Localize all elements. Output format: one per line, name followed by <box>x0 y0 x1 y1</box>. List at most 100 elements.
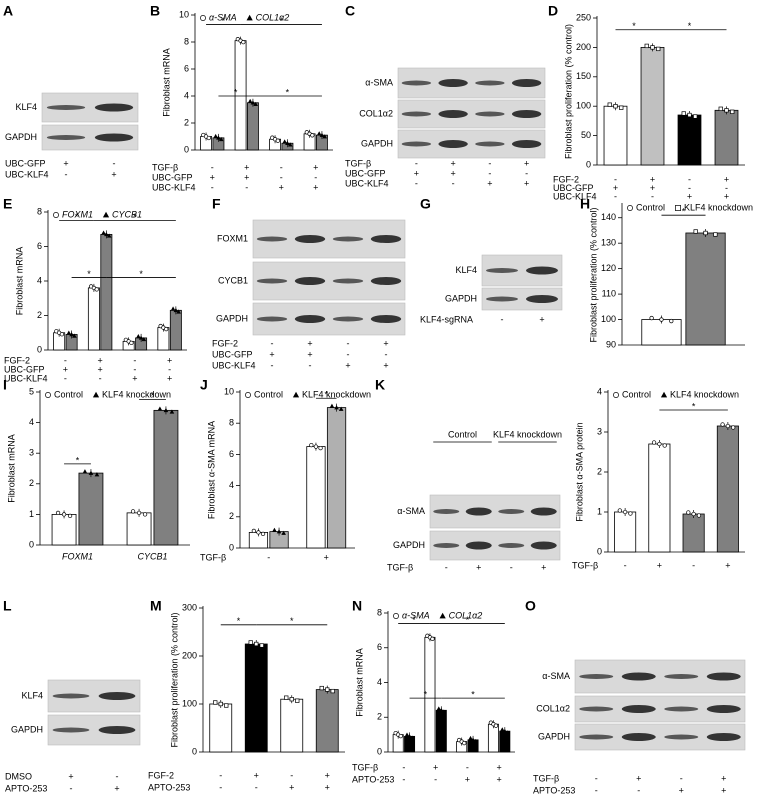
condition-label: UBC-KLF4 <box>5 169 49 179</box>
bar <box>716 425 739 553</box>
y-tick-label: 1 <box>29 509 34 519</box>
condition-label: UBC-KLF4 <box>212 360 256 370</box>
blot-band <box>706 705 741 713</box>
panel-letter: C <box>345 3 355 19</box>
condition-sign: + <box>210 172 215 182</box>
replicate-point <box>213 133 218 139</box>
y-tick-label: 250 <box>576 12 591 22</box>
replicate-point <box>141 337 147 342</box>
bar <box>685 232 726 346</box>
condition-sign: + <box>687 191 692 201</box>
blot-band <box>530 541 557 550</box>
blot-band <box>256 278 288 284</box>
y-tick-label: 6 <box>37 241 42 251</box>
replicate-point <box>687 112 692 118</box>
blot-band <box>579 706 614 712</box>
replicate-point <box>703 230 708 236</box>
replicate-point <box>66 330 72 335</box>
condition-sign: - <box>116 771 119 781</box>
bar <box>78 472 104 546</box>
significance-star: * <box>234 87 238 97</box>
condition-sign: + <box>539 314 544 324</box>
condition-sign: + <box>244 162 249 172</box>
condition-sign: - <box>688 183 691 193</box>
panel-letter: L <box>3 598 12 614</box>
condition-label: APTO-253 <box>148 782 190 792</box>
condition-sign: - <box>637 785 640 795</box>
y-tick-label: 3 <box>597 426 602 436</box>
bar <box>315 689 339 753</box>
blot-band <box>706 733 741 741</box>
condition-label: KLF4-sgRNA <box>420 314 473 324</box>
replicate-point <box>691 511 696 517</box>
condition-sign: + <box>324 552 329 562</box>
x-tick-label: FOXM1 <box>62 551 93 561</box>
replicate-point <box>282 139 287 144</box>
replicate-point <box>310 133 315 138</box>
condition-sign: + <box>63 364 68 374</box>
replicate-point <box>313 444 319 449</box>
condition-sign: - <box>280 162 283 172</box>
replicate-point <box>170 306 176 311</box>
replicate-point <box>436 706 442 711</box>
condition-sign: - <box>501 314 504 324</box>
condition-sign: + <box>465 774 470 784</box>
condition-sign: + <box>269 349 274 359</box>
blot-band <box>475 80 505 86</box>
condition-sign: - <box>309 360 312 370</box>
bar <box>87 287 100 351</box>
y-tick-label: 200 <box>576 42 591 52</box>
blot-band <box>433 509 460 514</box>
blot-band <box>98 726 136 734</box>
y-tick-label: 10 <box>224 386 234 396</box>
replicate-point <box>338 406 344 411</box>
legend-marker <box>675 205 681 211</box>
replicate-point <box>693 229 698 234</box>
significance-star: * <box>682 207 686 217</box>
group-header: KLF4 knockdown <box>493 429 562 439</box>
band-label: GAPDH <box>538 731 570 741</box>
replicate-point <box>622 509 628 515</box>
blot-band <box>294 315 326 323</box>
significance-star: * <box>424 690 428 700</box>
replicate-point <box>493 723 499 728</box>
condition-label: UBC-KLF4 <box>553 191 597 201</box>
replicate-point <box>318 445 323 451</box>
y-axis-label: Fibroblast proliferation (% control) <box>169 612 179 747</box>
condition-sign: - <box>725 183 728 193</box>
y-tick-label: 0 <box>192 746 197 756</box>
panel-letter: E <box>3 196 12 212</box>
condition-sign: + <box>97 355 102 365</box>
significance-star: * <box>151 391 155 401</box>
replicate-point <box>693 114 698 119</box>
bar <box>603 105 628 166</box>
condition-label: TGF-β <box>345 158 371 168</box>
replicate-point <box>213 700 218 705</box>
condition-sign: - <box>525 168 528 178</box>
condition-sign: + <box>650 183 655 193</box>
band-label: KLF4 <box>455 265 477 275</box>
panel-letter: N <box>352 598 362 614</box>
replicate-point <box>88 470 94 475</box>
band-label: α-SMA <box>542 671 570 681</box>
y-tick-label: 0 <box>37 344 42 354</box>
blot-band <box>46 105 86 110</box>
bar <box>648 443 671 553</box>
condition-sign: + <box>476 562 481 572</box>
blot-band <box>526 295 558 303</box>
replicate-point <box>216 135 221 140</box>
condition-label: UBC-GFP <box>152 172 193 182</box>
condition-sign: - <box>271 360 274 370</box>
condition-sign: + <box>63 158 68 168</box>
y-tick-label: 10 <box>179 9 189 19</box>
blot-band <box>332 236 364 242</box>
replicate-point <box>730 109 735 114</box>
replicate-point <box>659 317 664 322</box>
replicate-point <box>72 333 77 338</box>
replicate-point <box>430 636 435 641</box>
replicate-point <box>169 409 175 414</box>
replicate-point <box>681 111 686 116</box>
condition-sign: - <box>466 762 469 772</box>
condition-sign: + <box>111 169 116 179</box>
